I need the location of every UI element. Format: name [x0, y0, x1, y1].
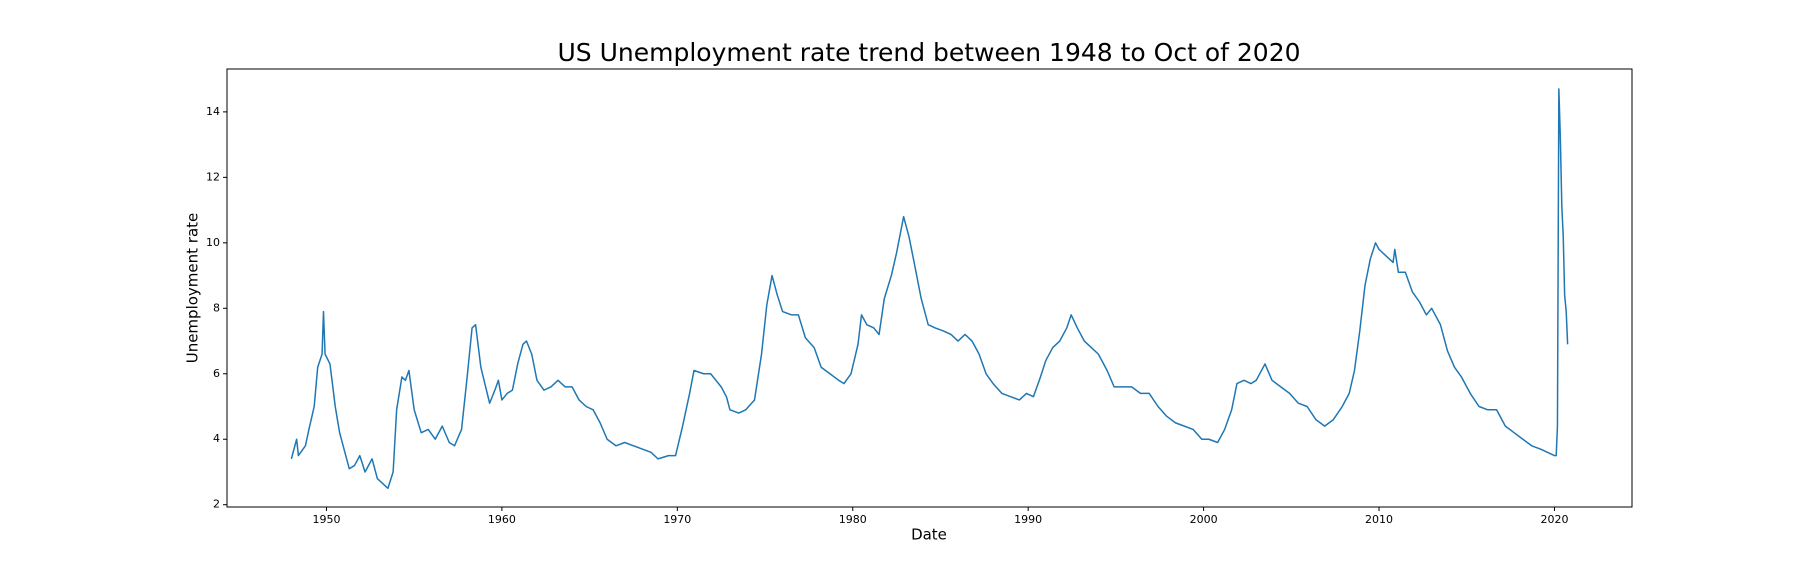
x-tick-label: 1970 — [663, 513, 691, 526]
y-tick-label: 14 — [206, 105, 220, 118]
plot-frame — [226, 68, 1633, 508]
x-tick-label: 1990 — [1014, 513, 1042, 526]
x-tick-label: 2010 — [1365, 513, 1393, 526]
x-axis-label: Date — [911, 526, 947, 544]
y-tick-label: 8 — [213, 301, 220, 314]
y-tick-label: 4 — [213, 432, 220, 445]
x-tick-label: 1980 — [839, 513, 867, 526]
y-axis-label: Unemployment rate — [184, 213, 202, 364]
y-tick-label: 2 — [213, 498, 220, 511]
x-tick-label: 2000 — [1190, 513, 1218, 526]
y-tick-label: 12 — [206, 170, 220, 183]
chart-title: US Unemployment rate trend between 1948 … — [557, 38, 1300, 67]
y-tick-label: 10 — [206, 236, 220, 249]
y-tick-label: 6 — [213, 367, 220, 380]
line — [290, 88, 1569, 490]
x-tick-label: 1960 — [488, 513, 516, 526]
x-tick-label: 2020 — [1540, 513, 1568, 526]
x-tick-label: 1950 — [312, 513, 340, 526]
